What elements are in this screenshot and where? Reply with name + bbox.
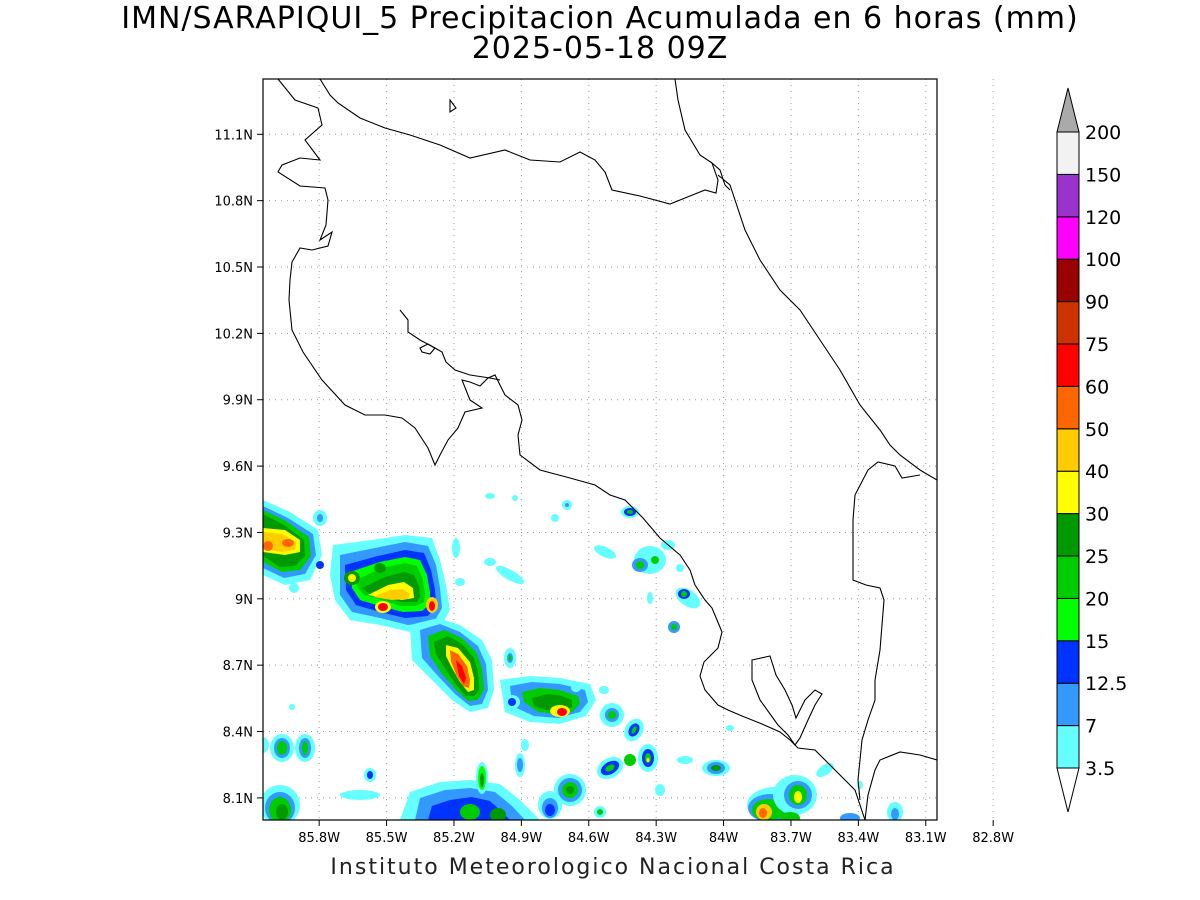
- colorbar-swatch: [1056, 682, 1080, 727]
- colorbar-level-label: 100: [1085, 249, 1121, 271]
- map-subtitle-datetime: 2025-05-18 09Z: [471, 31, 729, 66]
- rain-cell: [410, 618, 494, 712]
- lon-tick-label: 84W: [709, 831, 739, 846]
- lon-tick-label: 83.1W: [905, 831, 947, 846]
- footer-credit: Instituto Meteorologico Nacional Costa R…: [330, 855, 896, 880]
- colorbar-swatch: [1056, 216, 1080, 260]
- colorbar-swatch: [1056, 428, 1080, 472]
- lon-tick-label: 84.9W: [500, 831, 542, 846]
- colorbar-level-label: 200: [1085, 122, 1121, 144]
- rain-cell: [263, 500, 322, 585]
- colorbar-swatch: [1056, 555, 1080, 599]
- colorbar-level-label: 150: [1085, 164, 1121, 186]
- colorbar-swatch: [1056, 258, 1080, 303]
- colorbar-level-label: 3.5: [1085, 758, 1115, 780]
- colorbar-level-label: 15: [1085, 631, 1109, 653]
- colorbar-level-label: 12.5: [1085, 673, 1127, 695]
- axis-ticks: 11.1N 10.8N 10.5N 10.2N 9.9N 9.6N 9.3N 9N 8.7N 8.…: [214, 128, 1014, 846]
- lat-tick-label: 9.3N: [223, 526, 253, 541]
- colorbar-level-label: 75: [1085, 334, 1109, 356]
- colorbar-swatch: [1056, 470, 1080, 515]
- lat-tick-label: 9.9N: [223, 394, 253, 409]
- colorbar-swatch: [1056, 640, 1080, 684]
- colorbar-level-label: 25: [1085, 546, 1109, 568]
- precipitation-field: [263, 493, 903, 820]
- colorbar-swatch: [1056, 513, 1080, 557]
- lat-tick-label: 11.1N: [214, 128, 253, 143]
- colorbar-under-arrow: [1056, 767, 1080, 813]
- lon-tick-label: 84.3W: [635, 831, 677, 846]
- lon-tick-label: 82.8W: [972, 831, 1014, 846]
- lat-tick-label: 8.4N: [223, 726, 253, 741]
- lon-tick-label: 85.5W: [366, 831, 408, 846]
- colorbar-over-arrow: [1056, 87, 1080, 133]
- lat-tick-label: 8.1N: [223, 792, 253, 807]
- colorbar-level-label: 120: [1085, 207, 1121, 229]
- lat-tick-label: 9N: [235, 593, 253, 608]
- lat-lon-grid: [263, 79, 994, 820]
- colorbar-swatch: [1056, 173, 1080, 218]
- colorbar-level-label: 20: [1085, 588, 1109, 610]
- colorbar-level-label: 90: [1085, 292, 1109, 314]
- rain-cell: [289, 493, 734, 742]
- colorbar-level-label: 7: [1085, 716, 1097, 738]
- colorbar-swatch: [1056, 131, 1080, 175]
- colorbar-level-label: 60: [1085, 376, 1109, 398]
- lat-tick-label: 8.7N: [223, 659, 253, 674]
- colorbar-swatch: [1056, 725, 1080, 769]
- colorbar-level-label: 30: [1085, 504, 1109, 526]
- lon-tick-label: 85.2W: [433, 831, 475, 846]
- lon-tick-label: 84.6W: [568, 831, 610, 846]
- lon-tick-label: 85.8W: [298, 831, 340, 846]
- lat-tick-label: 10.5N: [214, 261, 253, 276]
- colorbar: 3.5 7 12.5 15 20 25 30 40 50 60 75 90 100 120 150 200: [1056, 87, 1127, 813]
- rain-cell: [263, 734, 903, 820]
- lat-tick-label: 10.2N: [214, 327, 253, 342]
- map-title: IMN/SARAPIQUI_5 Precipitacion Acumulada …: [121, 1, 1079, 36]
- coastline: [277, 79, 937, 820]
- colorbar-swatch: [1056, 385, 1080, 430]
- lon-tick-label: 83.4W: [837, 831, 879, 846]
- colorbar-level-label: 40: [1085, 461, 1109, 483]
- colorbar-swatch: [1056, 343, 1080, 387]
- colorbar-swatch: [1056, 597, 1080, 642]
- colorbar-swatch: [1056, 301, 1080, 345]
- lat-tick-label: 9.6N: [223, 460, 253, 475]
- lon-tick-label: 83.7W: [770, 831, 812, 846]
- plot-frame: [262, 78, 938, 821]
- rain-cell: [330, 535, 450, 632]
- colorbar-level-label: 50: [1085, 419, 1109, 441]
- lat-tick-label: 10.8N: [214, 195, 253, 210]
